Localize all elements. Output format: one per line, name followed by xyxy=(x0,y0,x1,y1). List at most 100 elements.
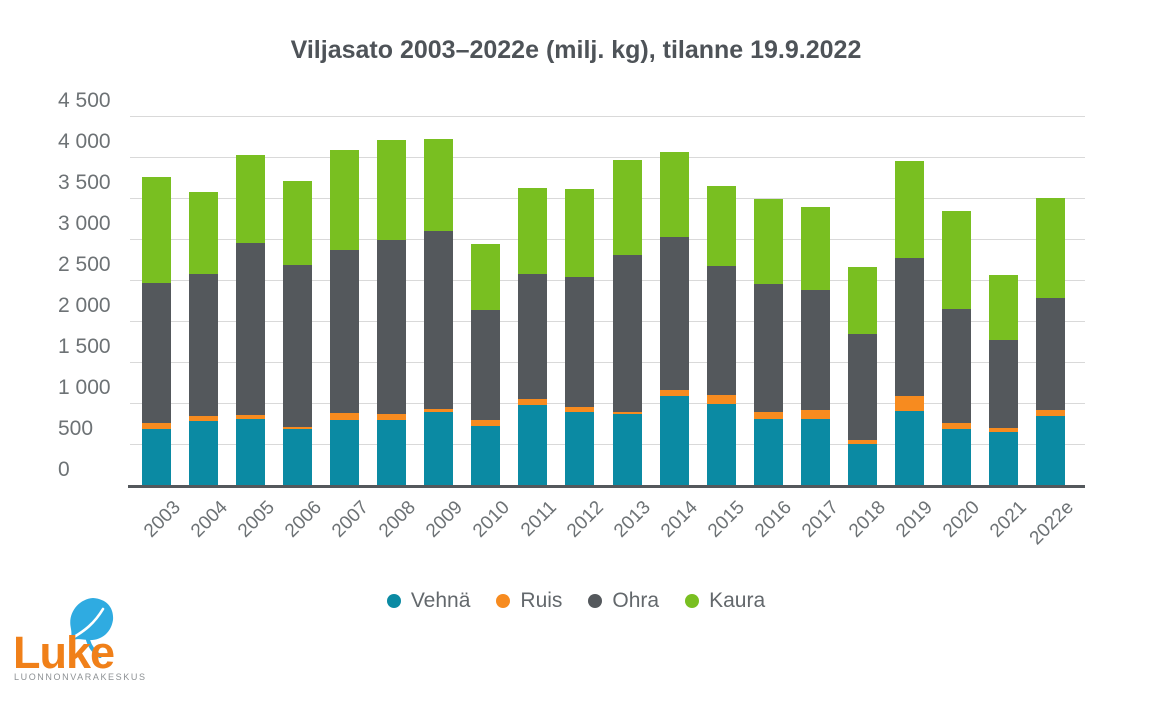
legend-label: Ruis xyxy=(520,589,563,612)
y-axis-tick-label: 3 000 xyxy=(58,212,111,235)
bar-2021-ruis xyxy=(988,428,1018,433)
bar-2012-vehna xyxy=(565,412,595,485)
legend-label: Ohra xyxy=(612,589,660,612)
bar-2017-vehna xyxy=(800,419,830,485)
x-axis-tick-label: 2020 xyxy=(939,497,985,542)
bar-2018-kaura xyxy=(847,266,877,334)
x-axis-tick-label: 2017 xyxy=(798,497,844,542)
legend-marker-icon xyxy=(588,594,603,608)
bar-2020-ohra xyxy=(941,309,971,424)
chart-title: Viljasato 2003–2022e (milj. kg), tilanne… xyxy=(290,36,862,64)
bar-2008-vehna xyxy=(377,420,407,485)
bar-2021-kaura xyxy=(988,275,1018,341)
legend-marker-icon xyxy=(685,594,700,608)
x-axis-tick-label: 2004 xyxy=(186,497,232,542)
bar-2004-kaura xyxy=(189,192,219,275)
bar-2011-vehna xyxy=(518,405,548,485)
legend-item-ruis: Ruis xyxy=(496,589,562,613)
bar-2004-ruis xyxy=(189,415,219,421)
x-axis-tick-label: 2006 xyxy=(280,497,326,542)
bar-2011-kaura xyxy=(518,188,548,274)
x-axis-tick-label: 2019 xyxy=(892,497,938,542)
bar-2009-ruis xyxy=(424,408,454,413)
bar-2020-vehna xyxy=(941,429,971,485)
bar-2005-ohra xyxy=(236,242,266,416)
bar-2013-kaura xyxy=(612,160,642,256)
bar-2007-kaura xyxy=(330,149,360,250)
bar-2010-ohra xyxy=(471,310,501,420)
bar-2022e-vehna xyxy=(1035,415,1065,485)
bar-2015-ruis xyxy=(706,394,736,404)
bar-2007-ohra xyxy=(330,249,360,413)
legend-marker-icon xyxy=(496,594,511,608)
bar-2008-ruis xyxy=(377,414,407,421)
legend-item-kaura: Kaura xyxy=(685,589,765,613)
x-axis-tick-label: 2009 xyxy=(421,497,467,542)
bar-2020-kaura xyxy=(941,211,971,310)
bar-2006-kaura xyxy=(283,180,313,266)
x-axis-tick-label: 2010 xyxy=(468,497,514,542)
gridline xyxy=(130,238,1085,240)
x-axis-tick-label: 2008 xyxy=(374,497,420,542)
bar-2007-vehna xyxy=(330,419,360,485)
bar-2004-vehna xyxy=(189,420,219,485)
bar-2012-kaura xyxy=(565,189,595,278)
legend-item-vehna: Vehnä xyxy=(386,589,470,613)
legend: Vehnä Ruis Ohra Kaura xyxy=(0,589,1152,613)
gridline xyxy=(130,279,1085,281)
bar-2009-vehna xyxy=(424,412,454,485)
bar-2011-ruis xyxy=(518,398,548,406)
bar-2017-ruis xyxy=(800,410,830,420)
y-axis-tick-label: 2 000 xyxy=(58,294,111,317)
gridline xyxy=(130,402,1085,404)
bar-2015-kaura xyxy=(706,185,736,267)
bar-2010-vehna xyxy=(471,425,501,485)
bar-2016-kaura xyxy=(753,198,783,284)
bar-2006-ruis xyxy=(283,426,313,429)
x-axis-line xyxy=(128,485,1085,488)
y-axis-tick-label: 1 000 xyxy=(58,376,111,399)
bar-2021-ohra xyxy=(988,340,1018,428)
bar-2014-vehna xyxy=(659,395,689,485)
bar-2006-vehna xyxy=(283,428,313,485)
bar-2021-vehna xyxy=(988,432,1018,485)
bar-2019-kaura xyxy=(894,160,924,259)
bar-2015-vehna xyxy=(706,403,736,485)
bar-2003-ruis xyxy=(142,423,172,430)
bar-2022e-kaura xyxy=(1035,198,1065,299)
y-axis-tick-label: 500 xyxy=(58,417,94,440)
bar-2013-ohra xyxy=(612,255,642,412)
gridline xyxy=(130,156,1085,158)
bar-2005-ruis xyxy=(236,415,266,420)
bar-2014-ruis xyxy=(659,389,689,396)
bar-2022e-ohra xyxy=(1035,298,1065,410)
bar-2019-ruis xyxy=(894,396,924,412)
bar-2008-ohra xyxy=(377,239,407,415)
bar-2003-vehna xyxy=(142,429,172,485)
bar-2008-kaura xyxy=(377,140,407,240)
x-axis-tick-label: 2021 xyxy=(986,497,1032,542)
bar-2016-vehna xyxy=(753,418,783,485)
x-axis-tick-label: 2018 xyxy=(845,497,891,542)
x-axis-tick-label: 2011 xyxy=(517,497,561,541)
bar-2005-vehna xyxy=(236,419,266,485)
bar-2018-ruis xyxy=(847,440,877,444)
bar-2014-kaura xyxy=(659,151,689,238)
gridline xyxy=(130,115,1085,117)
bar-2010-ruis xyxy=(471,419,501,426)
y-axis-tick-label: 2 500 xyxy=(58,253,111,276)
bar-2019-ohra xyxy=(894,258,924,397)
x-axis-tick-label: 2013 xyxy=(610,497,655,542)
y-axis-tick-label: 0 xyxy=(58,458,70,481)
bar-2005-kaura xyxy=(236,154,266,243)
bar-2016-ohra xyxy=(753,283,783,412)
bar-2015-ohra xyxy=(706,266,736,395)
legend-label: Kaura xyxy=(709,589,766,612)
luke-subtitle: LUONNONVARAKESKUS xyxy=(14,672,147,682)
bar-2004-ohra xyxy=(189,274,219,416)
bar-2009-ohra xyxy=(424,230,454,409)
y-axis-tick-label: 4 500 xyxy=(58,89,111,112)
bar-2011-ohra xyxy=(518,273,548,399)
bar-2012-ruis xyxy=(565,406,595,413)
